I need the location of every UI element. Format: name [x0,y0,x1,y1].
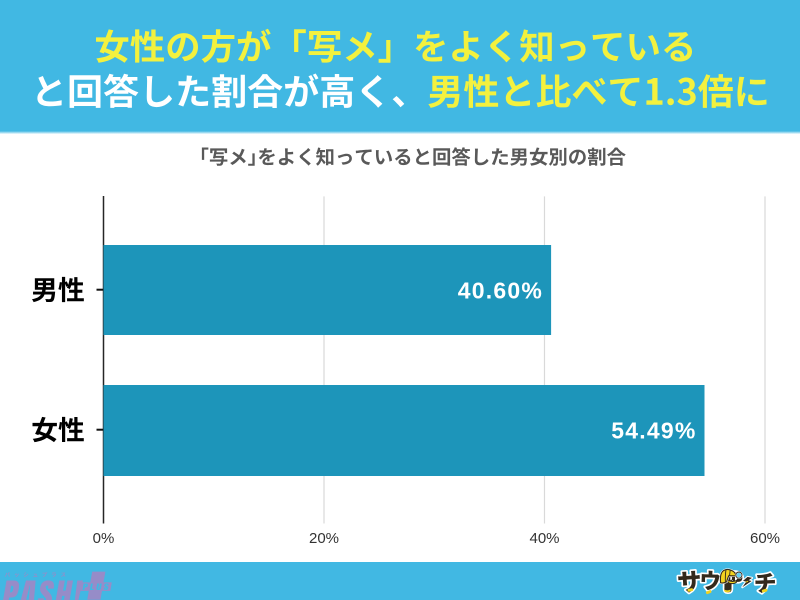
svg-text:20%: 20% [309,530,339,547]
svg-text:40.60%: 40.60% [458,278,543,304]
svg-text:40%: 40% [529,530,559,547]
svg-text:60%: 60% [750,530,780,547]
svg-text:0%: 0% [93,530,115,547]
svg-text:54.49%: 54.49% [611,417,696,443]
